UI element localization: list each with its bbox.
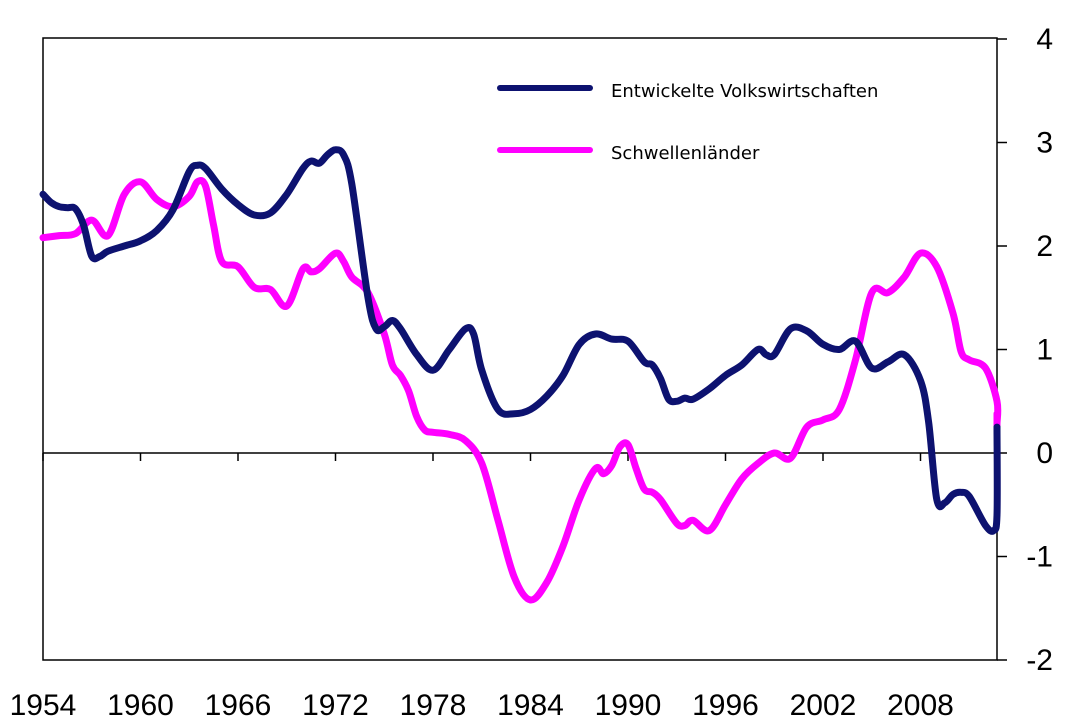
y-tick-label: 4 — [1036, 23, 1053, 56]
y-tick-label: -1 — [1026, 541, 1053, 574]
x-tick-label: 1966 — [205, 689, 272, 722]
x-tick-label: 2008 — [887, 689, 954, 722]
y-tick-label: 2 — [1036, 230, 1053, 263]
y-tick-label: 0 — [1036, 437, 1053, 470]
series-line-emerging-markets — [39, 176, 1002, 604]
series-line-developed-economies — [39, 146, 1001, 535]
x-tick-label: 1990 — [595, 689, 662, 722]
x-tick-label: 1978 — [400, 689, 467, 722]
y-tick-label: 3 — [1036, 127, 1053, 160]
y-tick-label: 1 — [1036, 334, 1053, 367]
x-tick-label: 1960 — [107, 689, 174, 722]
y-axis-ticks: -2 -1 0 1 2 3 4 — [997, 23, 1053, 677]
x-tick-label: 1996 — [692, 689, 759, 722]
x-tick-label: 2002 — [790, 689, 857, 722]
x-tick-label: 1984 — [497, 689, 564, 722]
legend: Entwickelte Volkswirtschaften Schwellenl… — [497, 81, 878, 164]
legend-label-developed: Entwickelte Volkswirtschaften — [611, 81, 878, 102]
x-tick-label: 1972 — [302, 689, 369, 722]
legend-label-emerging: Schwellenländer — [611, 143, 760, 164]
y-tick-label: -2 — [1026, 644, 1053, 677]
plot-frame — [42, 37, 998, 661]
x-tick-label: 1954 — [10, 689, 77, 722]
x-axis-ticks: 1954 1960 1966 1972 1978 1984 1990 1996 2002 2008 — [10, 453, 954, 722]
series-lines — [39, 146, 1002, 604]
